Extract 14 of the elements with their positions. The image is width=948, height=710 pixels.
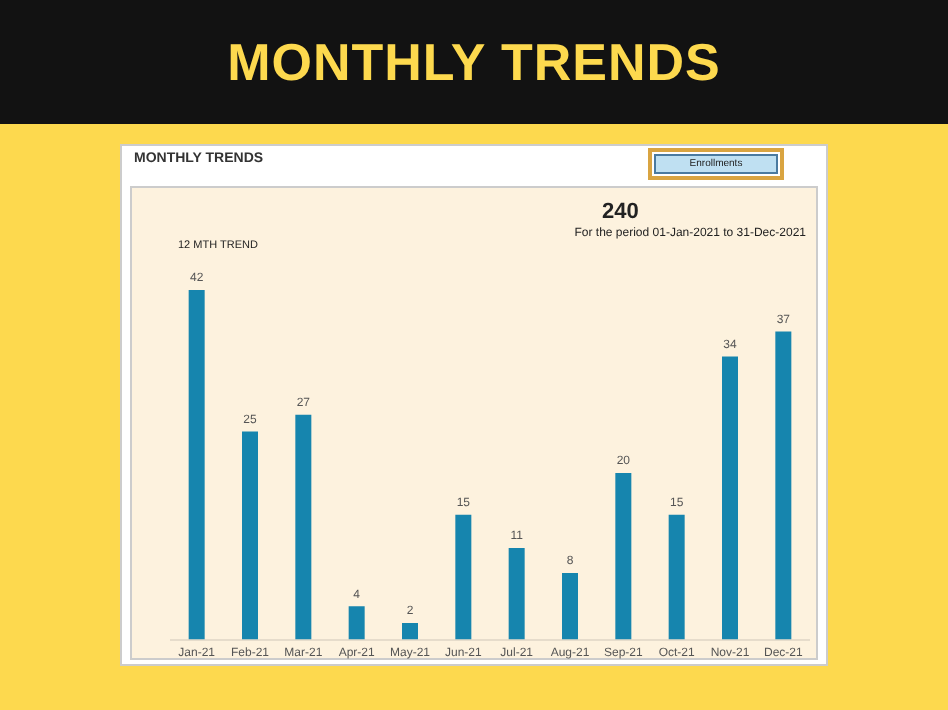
bar (295, 414, 312, 640)
bar (348, 606, 365, 640)
bar (775, 331, 792, 640)
bar (188, 289, 205, 640)
bar (508, 548, 525, 640)
bar (455, 514, 472, 640)
chart-title: MONTHLY TRENDS (0, 0, 948, 124)
text: 240 (602, 200, 639, 224)
bar (668, 514, 685, 640)
bar (615, 473, 632, 640)
bar (402, 622, 418, 640)
bar (562, 573, 578, 640)
bar (242, 431, 258, 640)
bar (722, 356, 738, 640)
